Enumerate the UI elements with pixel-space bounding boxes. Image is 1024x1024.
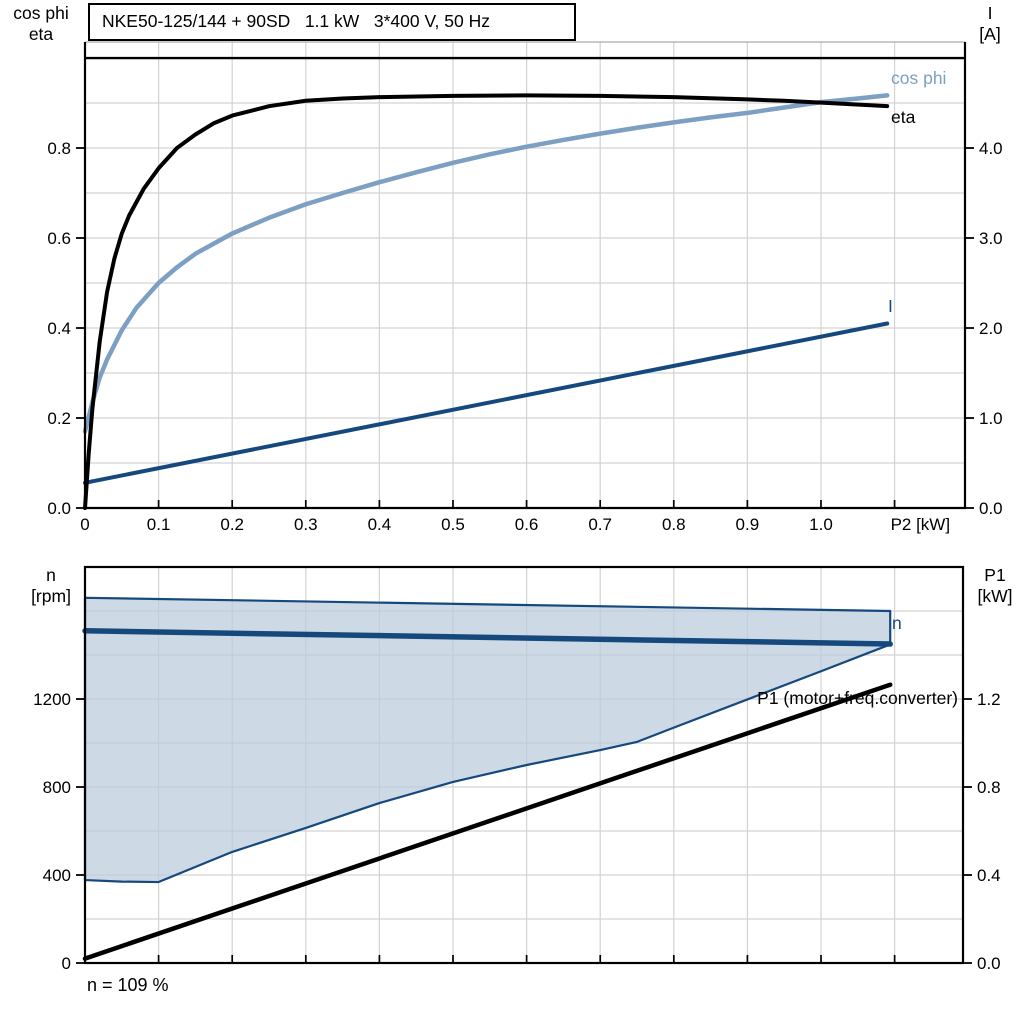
axis-header-speed-unit: [rpm] [31, 586, 71, 606]
svg-text:0.7: 0.7 [588, 515, 612, 534]
bottom-left-axis-header: n [rpm] [14, 565, 88, 607]
svg-text:1.0: 1.0 [979, 409, 1003, 428]
svg-text:0.1: 0.1 [147, 515, 171, 534]
svg-text:eta: eta [891, 107, 916, 127]
svg-text:0.8: 0.8 [977, 778, 1001, 797]
svg-text:I: I [888, 296, 893, 316]
svg-text:0.0: 0.0 [979, 499, 1003, 518]
svg-text:0.9: 0.9 [736, 515, 760, 534]
svg-text:0.0: 0.0 [977, 954, 1001, 973]
svg-text:800: 800 [43, 778, 71, 797]
svg-text:0.0: 0.0 [47, 499, 71, 518]
svg-text:3.0: 3.0 [979, 229, 1003, 248]
svg-text:0: 0 [62, 954, 71, 973]
axis-header-cos-phi: cos phi [13, 3, 69, 23]
axis-header-p1: P1 [984, 565, 1006, 585]
axis-header-speed: n [46, 565, 56, 585]
svg-text:P2 [kW]: P2 [kW] [891, 515, 951, 534]
svg-text:n: n [892, 613, 902, 633]
svg-text:0.2: 0.2 [220, 515, 244, 534]
svg-text:0.4: 0.4 [977, 866, 1001, 885]
speed-percentage-annotation: n = 109 % [87, 975, 169, 995]
svg-text:0.6: 0.6 [515, 515, 539, 534]
svg-text:0: 0 [80, 515, 89, 534]
svg-text:0.8: 0.8 [662, 515, 686, 534]
svg-text:1.0: 1.0 [809, 515, 833, 534]
top-right-axis-header: I [A] [958, 3, 1022, 45]
top-left-axis-header: cos phi eta [2, 3, 80, 45]
svg-text:P1 (motor+freq.converter): P1 (motor+freq.converter) [757, 688, 958, 708]
svg-text:cos phi: cos phi [891, 68, 946, 88]
svg-text:1.2: 1.2 [977, 690, 1001, 709]
svg-text:0.5: 0.5 [441, 515, 465, 534]
svg-text:0.2: 0.2 [47, 409, 71, 428]
axis-header-current-unit: [A] [979, 24, 1001, 44]
chart-title-box: NKE50-125/144 + 90SD 1.1 kW 3*400 V, 50 … [88, 3, 576, 41]
svg-text:0.4: 0.4 [47, 319, 71, 338]
axis-header-current: I [987, 3, 993, 23]
bottom-right-axis-header: P1 [kW] [966, 565, 1024, 607]
axis-header-p1-unit: [kW] [977, 586, 1013, 606]
svg-text:1200: 1200 [33, 690, 71, 709]
svg-text:0.6: 0.6 [47, 229, 71, 248]
svg-text:0.8: 0.8 [47, 139, 71, 158]
axis-header-eta: eta [28, 24, 54, 44]
svg-text:4.0: 4.0 [979, 139, 1003, 158]
svg-text:0.3: 0.3 [294, 515, 318, 534]
svg-text:2.0: 2.0 [979, 319, 1003, 338]
svg-text:0.4: 0.4 [368, 515, 392, 534]
svg-text:400: 400 [43, 866, 71, 885]
